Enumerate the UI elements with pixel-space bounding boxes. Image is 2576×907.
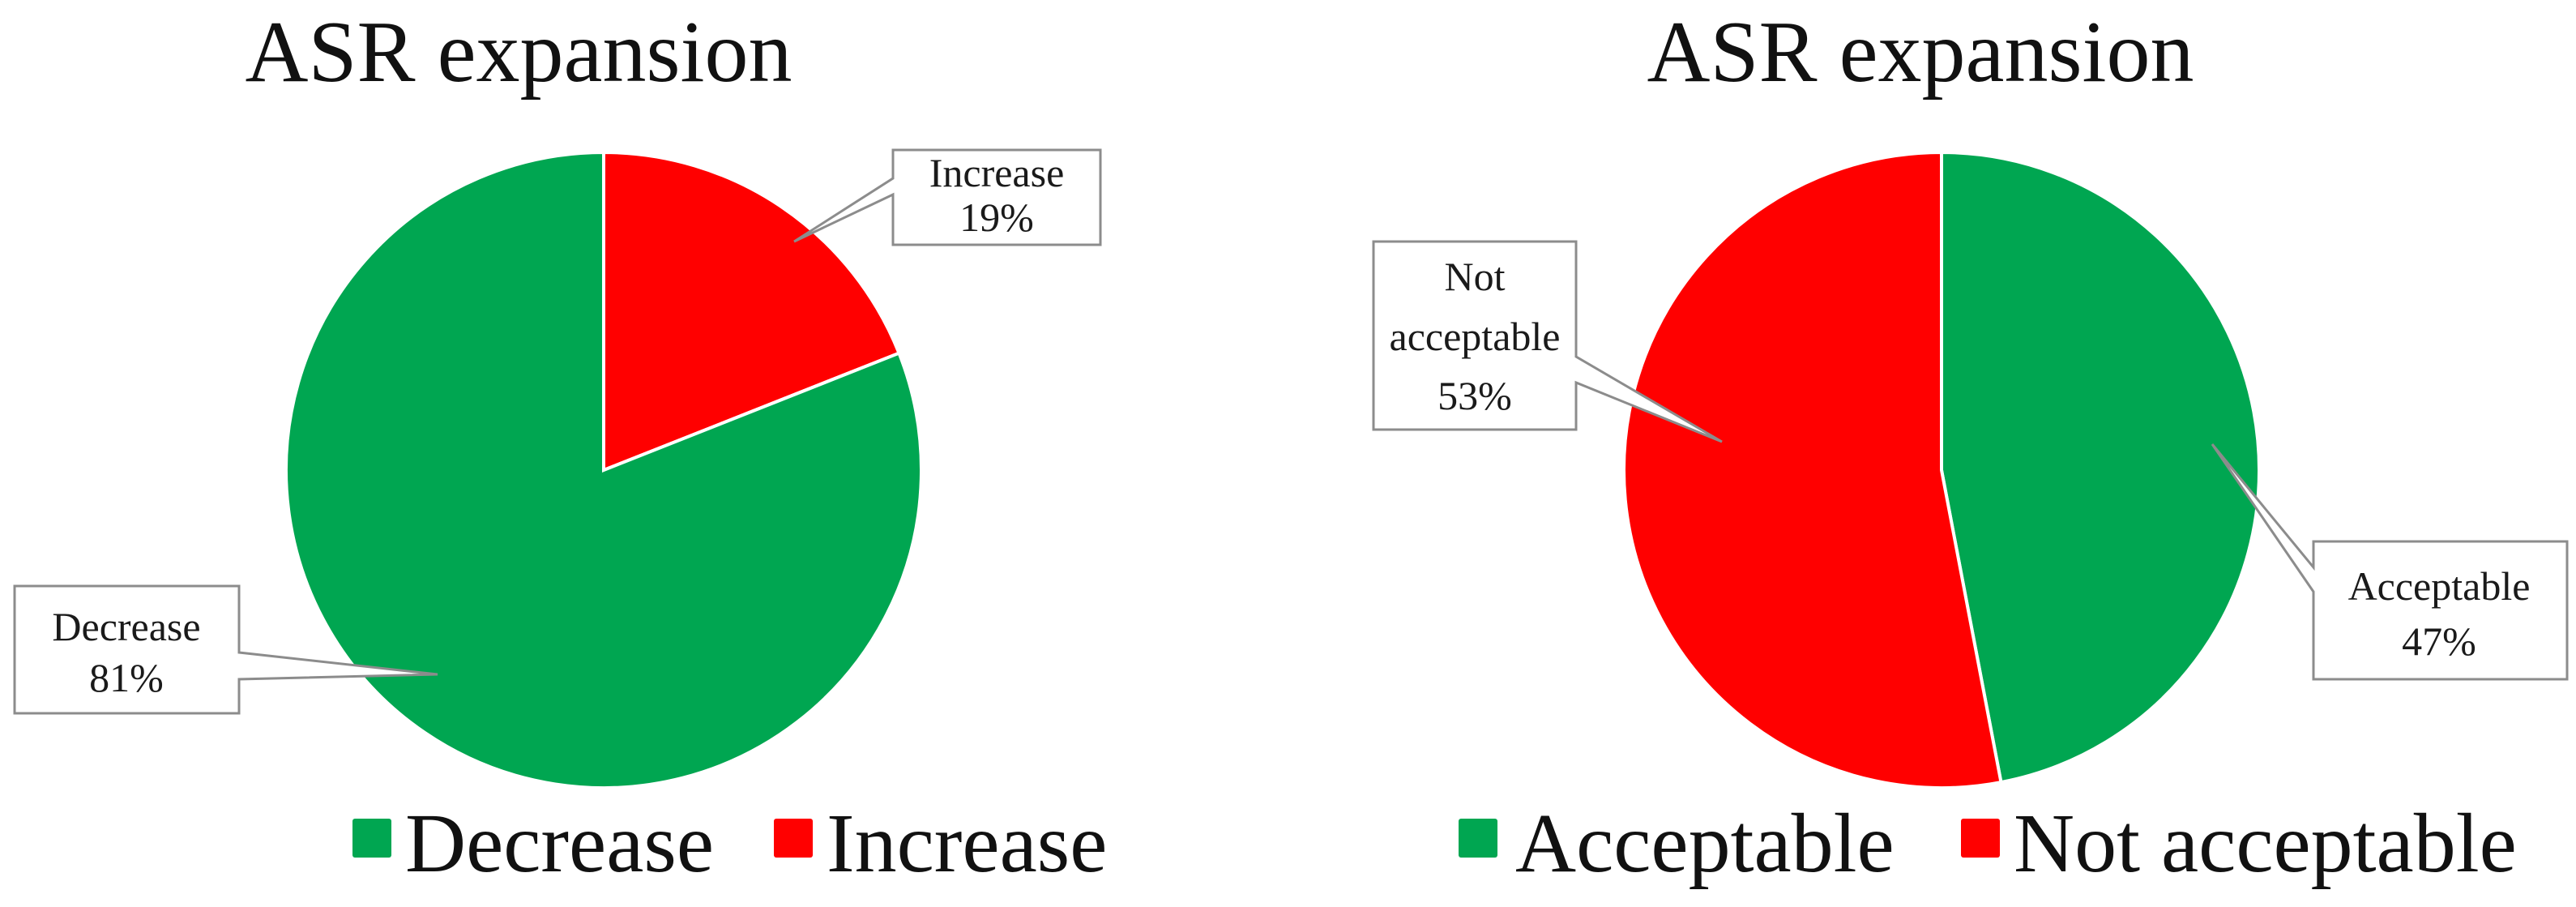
callout-increase-percent: 19% — [959, 195, 1034, 240]
callout-not-acceptable-label-line2: acceptable — [1390, 314, 1561, 359]
callout-not-acceptable-label-line1: Not — [1445, 254, 1506, 299]
legend-swatch-increase — [774, 819, 813, 858]
callout-increase: Increase 19% — [793, 148, 1102, 246]
callout-acceptable: Acceptable 47% — [2211, 443, 2569, 681]
callout-decrease: Decrease 81% — [13, 584, 438, 715]
pie-chart-left: ASR expansion Increase 19% Decrease 81% … — [13, 4, 1107, 890]
pie-slice-increase — [602, 150, 902, 473]
pie-right-slices — [1622, 150, 2261, 789]
callout-increase-box — [793, 148, 1102, 246]
legend-swatch-acceptable — [1459, 819, 1497, 858]
callout-not-acceptable-box — [1372, 240, 1723, 443]
callout-decrease-box — [13, 584, 438, 715]
legend-label-acceptable: Acceptable — [1515, 797, 1895, 890]
legend-label-decrease: Decrease — [405, 797, 714, 890]
callout-acceptable-label: Acceptable — [2348, 563, 2531, 609]
legend-right: Acceptable Not acceptable — [1459, 797, 2517, 890]
pie-slice-decrease — [284, 150, 923, 789]
callout-decrease-percent: 81% — [89, 655, 164, 700]
callout-acceptable-percent: 47% — [2402, 618, 2476, 664]
pie-chart-right: ASR expansion Not acceptable 53% Accepta… — [1372, 4, 2569, 890]
legend-left: Decrease Increase — [352, 797, 1107, 890]
callout-decrease-label: Decrease — [52, 604, 200, 649]
legend-label-increase: Increase — [827, 797, 1107, 890]
pie-slice-not-acceptable — [1622, 150, 2003, 789]
legend-label-not-acceptable: Not acceptable — [2014, 797, 2517, 890]
callout-acceptable-box — [2211, 443, 2569, 681]
chart-right-title: ASR expansion — [1647, 4, 2194, 101]
callout-increase-label: Increase — [929, 150, 1065, 195]
legend-swatch-not-acceptable — [1961, 819, 2000, 858]
pie-slice-acceptable — [1940, 150, 2261, 785]
legend-swatch-decrease — [352, 819, 391, 858]
callout-not-acceptable: Not acceptable 53% — [1372, 240, 1723, 443]
pie-left-slices — [284, 150, 923, 789]
chart-left-title: ASR expansion — [246, 4, 792, 101]
callout-not-acceptable-percent: 53% — [1438, 373, 1512, 418]
